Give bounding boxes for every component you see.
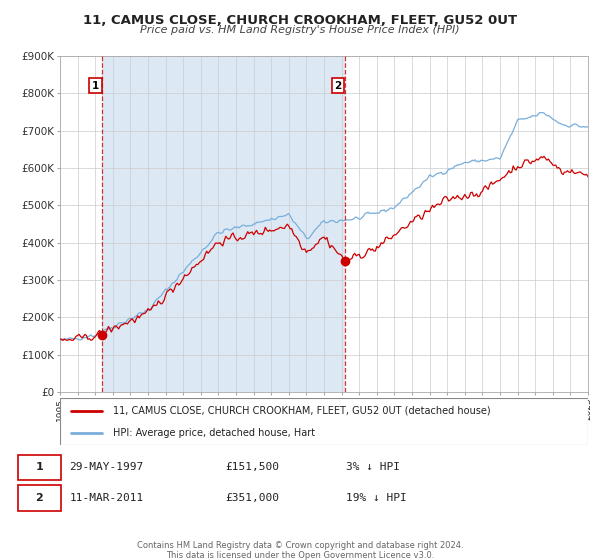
Text: Price paid vs. HM Land Registry's House Price Index (HPI): Price paid vs. HM Land Registry's House … — [140, 25, 460, 35]
Bar — [103, 56, 345, 392]
Text: 2: 2 — [35, 493, 43, 503]
Text: 11-MAR-2011: 11-MAR-2011 — [70, 493, 144, 503]
Text: £351,000: £351,000 — [225, 493, 279, 503]
Text: 3% ↓ HPI: 3% ↓ HPI — [346, 463, 400, 473]
Text: 1: 1 — [92, 81, 99, 91]
FancyBboxPatch shape — [18, 485, 61, 511]
Text: 11, CAMUS CLOSE, CHURCH CROOKHAM, FLEET, GU52 0UT: 11, CAMUS CLOSE, CHURCH CROOKHAM, FLEET,… — [83, 14, 517, 27]
Text: HPI: Average price, detached house, Hart: HPI: Average price, detached house, Hart — [113, 428, 315, 438]
Text: 19% ↓ HPI: 19% ↓ HPI — [346, 493, 407, 503]
Text: £151,500: £151,500 — [225, 463, 279, 473]
Text: 2: 2 — [334, 81, 341, 91]
FancyBboxPatch shape — [60, 398, 588, 445]
Text: This data is licensed under the Open Government Licence v3.0.: This data is licensed under the Open Gov… — [166, 551, 434, 560]
Text: 1: 1 — [35, 463, 43, 473]
Text: 29-MAY-1997: 29-MAY-1997 — [70, 463, 144, 473]
FancyBboxPatch shape — [18, 455, 61, 480]
Text: Contains HM Land Registry data © Crown copyright and database right 2024.: Contains HM Land Registry data © Crown c… — [137, 542, 463, 550]
Text: 11, CAMUS CLOSE, CHURCH CROOKHAM, FLEET, GU52 0UT (detached house): 11, CAMUS CLOSE, CHURCH CROOKHAM, FLEET,… — [113, 406, 490, 416]
